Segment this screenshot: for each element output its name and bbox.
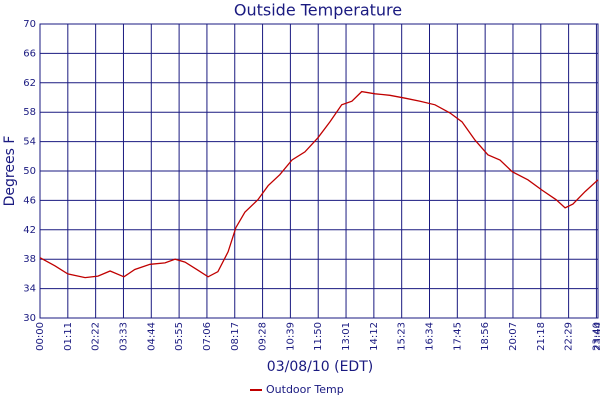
y-axis-label: Degrees F (2, 136, 18, 207)
x-tick-label: 08:17 (230, 322, 241, 351)
y-tick-label: 42 (23, 225, 36, 236)
x-tick-label: 14:12 (369, 322, 380, 351)
x-tick-label: 09:28 (258, 322, 269, 351)
x-tick-label: 15:23 (397, 322, 408, 351)
x-axis-label: 03/08/10 (EDT) (267, 359, 373, 375)
x-tick-label: 20:07 (508, 322, 519, 351)
x-tick-label: 23:40 (591, 322, 600, 351)
x-tick-label: 16:34 (425, 322, 436, 351)
x-tick-label: 03:33 (118, 322, 129, 351)
y-tick-label: 30 (23, 313, 36, 324)
x-tick-label: 00:00 (35, 322, 46, 351)
chart-title: Outside Temperature (234, 1, 402, 20)
y-tick-label: 66 (23, 48, 36, 59)
y-tick-label: 50 (23, 166, 36, 177)
x-tick-label: 11:50 (313, 322, 324, 351)
y-tick-label: 70 (23, 19, 36, 30)
y-tick-label: 54 (23, 137, 36, 148)
y-tick-label: 58 (23, 107, 36, 118)
x-tick-label: 17:45 (452, 322, 463, 351)
y-tick-label: 62 (23, 78, 36, 89)
x-tick-label: 07:06 (202, 322, 213, 351)
x-tick-label: 05:55 (174, 322, 185, 351)
y-tick-label: 34 (23, 284, 36, 295)
x-tick-label: 13:01 (341, 322, 352, 351)
legend-label: Outdoor Temp (266, 383, 344, 396)
x-tick-label: 22:29 (564, 322, 575, 351)
data-line (39, 90, 599, 279)
x-tick-label: 21:18 (536, 322, 547, 351)
x-tick-label: 02:22 (91, 322, 102, 351)
x-tick-label: 23:44 (593, 322, 600, 351)
y-tick-label: 46 (23, 195, 36, 206)
x-tick-label: 18:56 (480, 322, 491, 351)
y-tick-label: 38 (23, 254, 36, 265)
x-tick-label: 04:44 (146, 322, 157, 351)
x-tick-label: 10:39 (285, 322, 296, 351)
x-tick-label: 01:11 (63, 322, 74, 351)
